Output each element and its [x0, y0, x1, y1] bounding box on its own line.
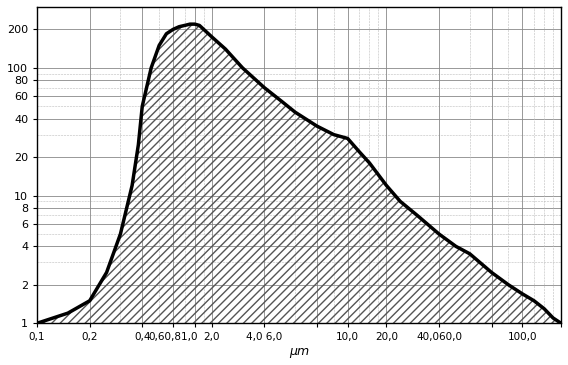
X-axis label: μm: μm	[289, 345, 309, 358]
